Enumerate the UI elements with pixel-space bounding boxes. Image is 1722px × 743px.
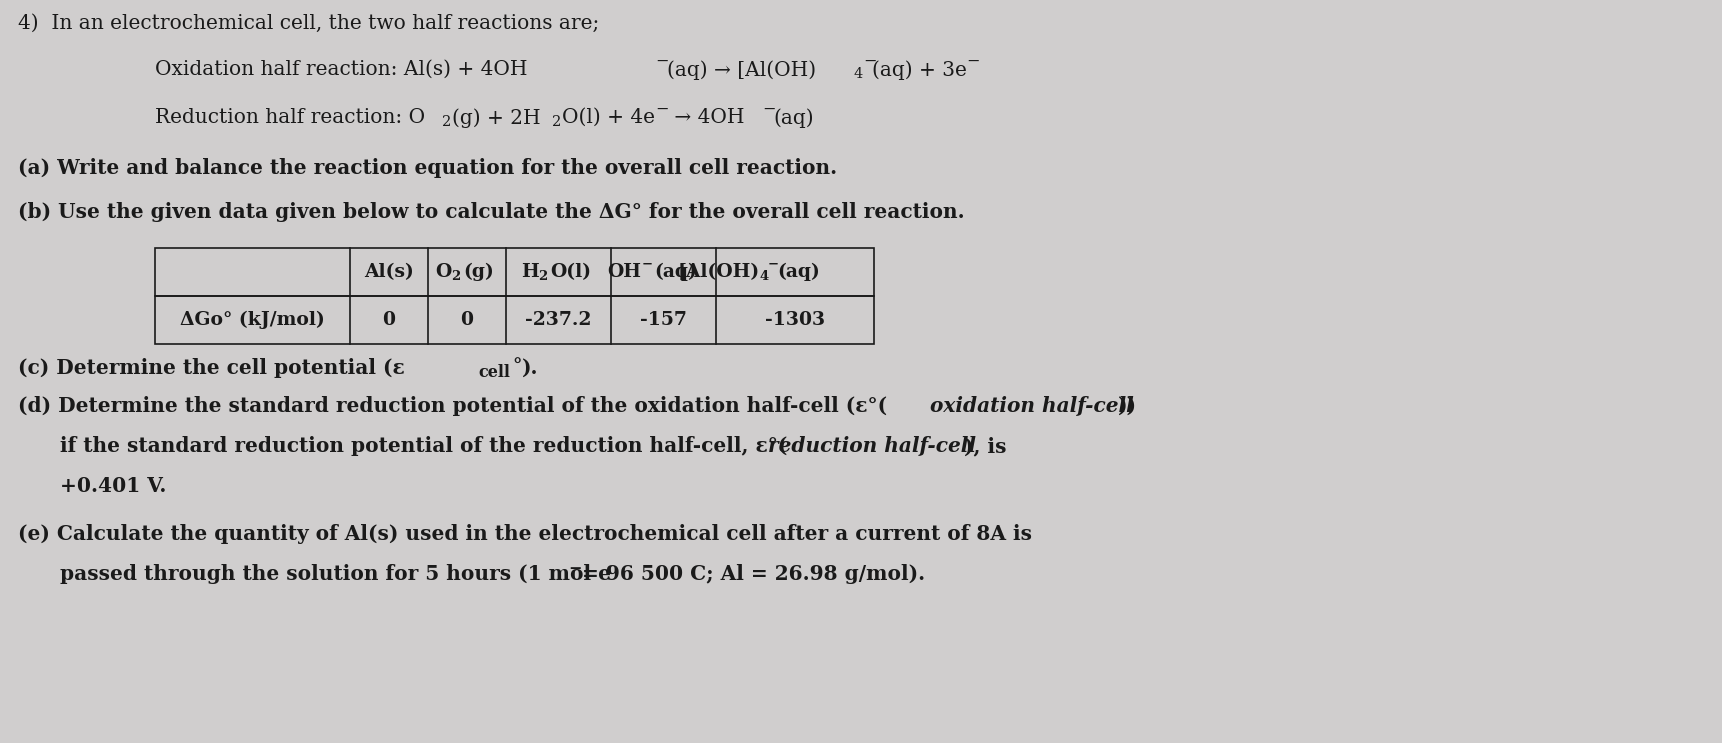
- Text: 2: 2: [553, 115, 561, 129]
- Text: Al(s): Al(s): [363, 263, 413, 281]
- Text: (aq): (aq): [773, 108, 813, 128]
- Text: −: −: [642, 258, 653, 270]
- Text: passed through the solution for 5 hours (1 mol e: passed through the solution for 5 hours …: [60, 564, 611, 584]
- Text: O: O: [434, 263, 451, 281]
- Text: (d) Determine the standard reduction potential of the oxidation half-cell (ε°(: (d) Determine the standard reduction pot…: [17, 396, 887, 416]
- Text: (aq): (aq): [777, 263, 820, 281]
- Text: 4)  In an electrochemical cell, the two half reactions are;: 4) In an electrochemical cell, the two h…: [17, 14, 599, 33]
- Bar: [155, 248, 875, 296]
- Text: 0: 0: [460, 311, 474, 329]
- Text: (c) Determine the cell potential (ε: (c) Determine the cell potential (ε: [17, 358, 405, 378]
- Text: Reduction half reaction: O: Reduction half reaction: O: [155, 108, 425, 127]
- Text: (a) Write and balance the reaction equation for the overall cell reaction.: (a) Write and balance the reaction equat…: [17, 158, 837, 178]
- Bar: [155, 296, 875, 344]
- Text: → 4OH: → 4OH: [668, 108, 744, 127]
- Text: O(l) + 4e: O(l) + 4e: [561, 108, 654, 127]
- Text: 0: 0: [382, 311, 396, 329]
- Text: −: −: [863, 53, 876, 70]
- Text: ΔGᴏ° (kJ/mol): ΔGᴏ° (kJ/mol): [181, 311, 325, 329]
- Text: if the standard reduction potential of the reduction half-cell, ε°(: if the standard reduction potential of t…: [60, 436, 787, 456]
- Text: °: °: [511, 358, 522, 376]
- Text: -237.2: -237.2: [525, 311, 592, 329]
- Text: 2: 2: [539, 270, 548, 284]
- Text: [Al(OH): [Al(OH): [678, 263, 759, 281]
- Text: −: −: [654, 101, 668, 118]
- Text: (g) + 2H: (g) + 2H: [451, 108, 541, 128]
- Text: cell: cell: [479, 364, 510, 381]
- Text: = 96 500 C; Al = 26.98 g/mol).: = 96 500 C; Al = 26.98 g/mol).: [582, 564, 925, 584]
- Text: ).: ).: [522, 358, 539, 378]
- Text: −: −: [568, 560, 582, 577]
- Text: −: −: [768, 258, 778, 270]
- Text: +0.401 V.: +0.401 V.: [60, 476, 167, 496]
- Text: H: H: [520, 263, 539, 281]
- Text: 2: 2: [443, 115, 451, 129]
- Text: (e) Calculate the quantity of Al(s) used in the electrochemical cell after a cur: (e) Calculate the quantity of Al(s) used…: [17, 524, 1031, 544]
- Text: 2: 2: [451, 270, 460, 284]
- Text: 4: 4: [852, 67, 863, 81]
- Text: (aq) → [Al(OH): (aq) → [Al(OH): [666, 60, 816, 80]
- Text: −: −: [654, 53, 668, 70]
- Text: reduction half-cell: reduction half-cell: [768, 436, 976, 456]
- Text: oxidation half-cell: oxidation half-cell: [930, 396, 1133, 416]
- Text: -157: -157: [641, 311, 687, 329]
- Text: OH: OH: [608, 263, 642, 281]
- Text: (g): (g): [463, 263, 494, 281]
- Text: (aq): (aq): [654, 263, 697, 281]
- Text: Oxidation half reaction: Al(s) + 4OH: Oxidation half reaction: Al(s) + 4OH: [155, 60, 527, 79]
- Text: ), is: ), is: [964, 436, 1006, 456]
- Text: O(l): O(l): [551, 263, 591, 281]
- Text: −: −: [966, 53, 980, 70]
- Text: (b) Use the given data given below to calculate the ΔG° for the overall cell rea: (b) Use the given data given below to ca…: [17, 202, 964, 222]
- Text: 4: 4: [759, 270, 770, 284]
- Text: −: −: [763, 101, 775, 118]
- Text: (aq) + 3e: (aq) + 3e: [871, 60, 966, 80]
- Text: -1303: -1303: [765, 311, 825, 329]
- Text: )): )): [1118, 396, 1137, 416]
